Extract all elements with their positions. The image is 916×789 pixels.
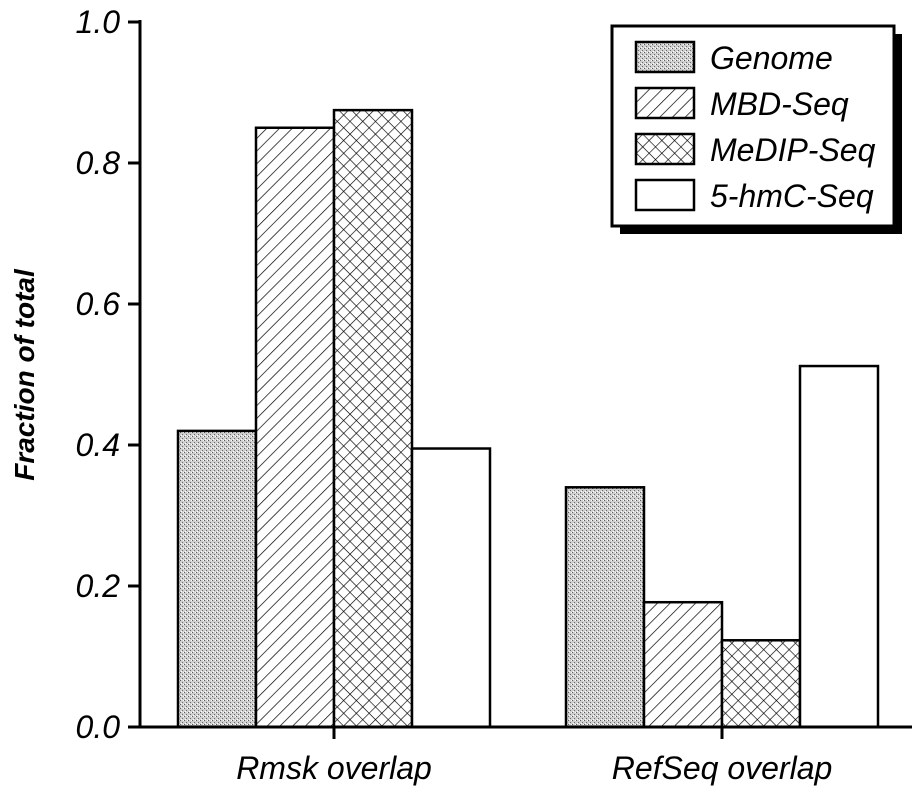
bar-genome-0 (176, 429, 258, 729)
y-tick-label: 0.0 (76, 709, 121, 745)
legend: Genome MBD-Seq MeDIP-Seq 5-hmC-Seq (610, 24, 902, 234)
bar-mbd-seq-0 (254, 126, 336, 729)
legend-label: MeDIP-Seq (710, 132, 876, 168)
bars-group (176, 108, 880, 729)
x-tick-label: RefSeq overlap (612, 750, 833, 786)
y-tick-label: 0.6 (76, 286, 121, 322)
bar-5-hmc-seq-1 (798, 364, 880, 729)
bar-mbd-seq-1 (642, 600, 724, 729)
bar-genome-1 (564, 486, 646, 729)
legend-swatch (634, 86, 696, 120)
y-axis-label: Fraction of total (9, 268, 40, 481)
y-tick-label: 0.4 (76, 427, 120, 463)
x-tick-label: Rmsk overlap (236, 750, 432, 786)
legend-swatch (634, 178, 696, 212)
y-tick-label: 1.0 (76, 4, 121, 40)
legend-swatch (634, 132, 696, 166)
y-tick-label: 0.2 (76, 568, 121, 604)
x-ticks: Rmsk overlap RefSeq overlap (236, 727, 832, 786)
legend-label: 5-hmC-Seq (710, 178, 874, 214)
legend-swatch (634, 40, 696, 74)
y-tick-label: 0.8 (76, 145, 121, 181)
bar-medip-seq-1 (720, 639, 802, 729)
y-ticks: 0.0 0.2 0.4 0.6 0.8 1.0 (76, 4, 140, 745)
bar-5-hmc-seq-0 (410, 447, 492, 729)
legend-label: MBD-Seq (710, 86, 849, 122)
bar-medip-seq-0 (332, 108, 414, 729)
legend-label: Genome (710, 40, 833, 76)
